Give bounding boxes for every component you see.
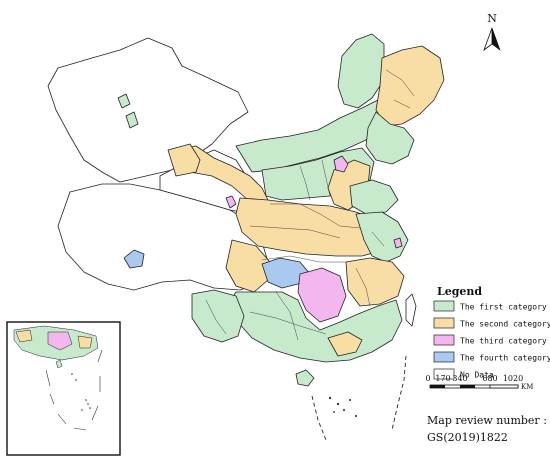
region-green-patch-xj1 — [117, 93, 131, 109]
legend-swatch-2 — [433, 334, 455, 346]
north-label: N — [487, 12, 497, 25]
region-yunnan — [191, 289, 245, 343]
legend-label-3: The fourth category — [460, 354, 550, 363]
legend-item-0: The first category — [433, 300, 547, 312]
region-shandong — [349, 179, 399, 215]
region-blue-patch-tibet — [123, 249, 145, 269]
legend-swatch-0 — [433, 300, 455, 312]
sea-islands — [328, 396, 357, 417]
legend-label-0: The first category — [460, 303, 547, 312]
legend-item-4: No Data — [433, 368, 494, 380]
region-xinjiang — [47, 37, 249, 183]
province-lines — [205, 69, 415, 341]
north-arrow: N — [483, 12, 501, 52]
scale-tick-170: 170 — [435, 374, 450, 383]
scale-tick-0: 0 — [425, 374, 430, 383]
legend-label-2: The third category — [460, 337, 547, 346]
region-northeast — [375, 45, 445, 127]
region-liaoning — [365, 111, 415, 165]
legend-items: The first category The second category The… — [433, 300, 550, 380]
scale-tick-1020: 1020 — [503, 374, 523, 383]
region-innermongolia-ne — [337, 33, 385, 109]
region-pink-patch-west — [225, 195, 237, 209]
scale-bar: 0 170 340 680 1020 KM — [425, 374, 533, 391]
legend-title: Legend — [437, 285, 482, 298]
review-line-2: GS(2019)1822 — [427, 431, 508, 444]
review-line-1: Map review number : — [427, 414, 547, 427]
south-china-sea-inset — [6, 321, 121, 456]
legend-item-2: The third category — [433, 334, 547, 346]
region-hainan — [295, 369, 315, 387]
legend-swatch-3 — [433, 351, 455, 363]
region-guangdong-second — [327, 331, 363, 357]
region-taiwan — [405, 293, 417, 327]
map-regions — [47, 33, 445, 387]
region-sichuan-west — [225, 239, 271, 293]
legend: Legend The first category The second cate… — [433, 285, 550, 380]
region-green-patch-xj2 — [125, 111, 139, 129]
legend-swatch-4 — [433, 368, 455, 380]
region-shanghai — [393, 237, 403, 249]
legend-label-4: No Data — [460, 371, 494, 380]
region-beijing — [333, 155, 349, 173]
region-jiangxi — [345, 257, 405, 307]
sea-boundary — [311, 355, 407, 441]
legend-label-1: The second category — [460, 320, 550, 329]
region-second-patch-xj — [167, 143, 201, 177]
legend-swatch-1 — [433, 317, 455, 329]
region-jiangsu — [355, 211, 409, 263]
region-hunan — [297, 267, 347, 323]
legend-item-3: The fourth category — [433, 351, 550, 363]
scale-unit: KM — [521, 383, 533, 391]
legend-item-1: The second category — [433, 317, 550, 329]
scale-tick-680: 680 — [482, 374, 497, 383]
scale-tick-340: 340 — [452, 374, 467, 383]
